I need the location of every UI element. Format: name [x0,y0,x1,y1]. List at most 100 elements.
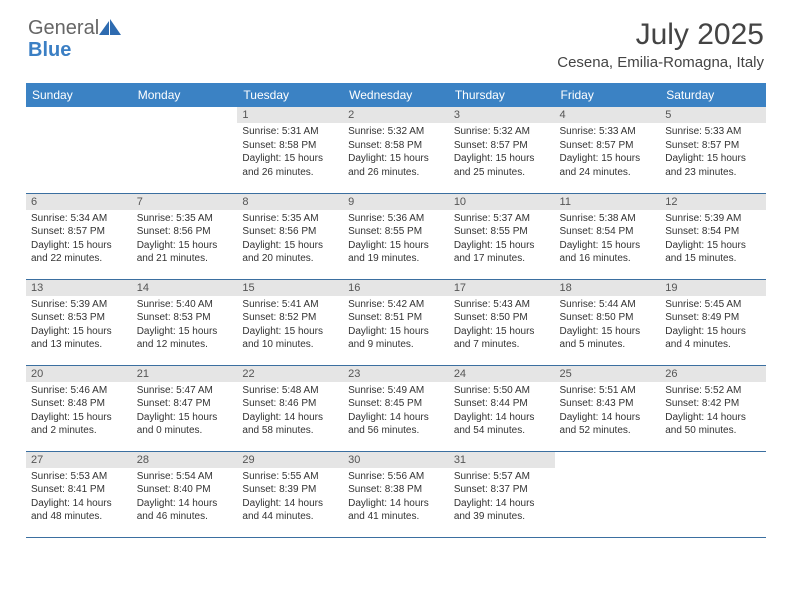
day-details: Sunrise: 5:35 AMSunset: 8:56 PMDaylight:… [237,210,343,269]
sunrise-line: Sunrise: 5:39 AM [31,299,107,310]
daylight-line: Daylight: 15 hours and 25 minutes. [454,153,535,178]
sunset-line: Sunset: 8:48 PM [31,398,105,409]
calendar-day-cell: 29Sunrise: 5:55 AMSunset: 8:39 PMDayligh… [237,451,343,537]
day-number: 11 [555,194,661,210]
day-details: Sunrise: 5:39 AMSunset: 8:54 PMDaylight:… [660,210,766,269]
page-title: July 2025 [557,18,764,52]
day-number: 28 [132,452,238,468]
day-number: 30 [343,452,449,468]
sunset-line: Sunset: 8:46 PM [242,398,316,409]
day-number: 6 [26,194,132,210]
daylight-line: Daylight: 14 hours and 41 minutes. [348,498,429,523]
day-number: 7 [132,194,238,210]
sunset-line: Sunset: 8:56 PM [137,226,211,237]
daylight-line: Daylight: 15 hours and 22 minutes. [31,240,112,265]
day-number: 18 [555,280,661,296]
sunset-line: Sunset: 8:42 PM [665,398,739,409]
calendar-day-cell: 5Sunrise: 5:33 AMSunset: 8:57 PMDaylight… [660,107,766,193]
sunrise-line: Sunrise: 5:33 AM [560,126,636,137]
sunset-line: Sunset: 8:43 PM [560,398,634,409]
day-details: Sunrise: 5:56 AMSunset: 8:38 PMDaylight:… [343,468,449,527]
sunrise-line: Sunrise: 5:35 AM [137,213,213,224]
calendar-day-cell: 27Sunrise: 5:53 AMSunset: 8:41 PMDayligh… [26,451,132,537]
day-details: Sunrise: 5:36 AMSunset: 8:55 PMDaylight:… [343,210,449,269]
day-number: 13 [26,280,132,296]
sunset-line: Sunset: 8:41 PM [31,484,105,495]
day-details: Sunrise: 5:39 AMSunset: 8:53 PMDaylight:… [26,296,132,355]
sunset-line: Sunset: 8:40 PM [137,484,211,495]
calendar-day-cell: 10Sunrise: 5:37 AMSunset: 8:55 PMDayligh… [449,193,555,279]
daylight-line: Daylight: 15 hours and 9 minutes. [348,326,429,351]
daylight-line: Daylight: 15 hours and 2 minutes. [31,412,112,437]
day-number: 9 [343,194,449,210]
daylight-line: Daylight: 15 hours and 7 minutes. [454,326,535,351]
sunrise-line: Sunrise: 5:32 AM [348,126,424,137]
sunrise-line: Sunrise: 5:40 AM [137,299,213,310]
calendar-day-cell: 20Sunrise: 5:46 AMSunset: 8:48 PMDayligh… [26,365,132,451]
day-details: Sunrise: 5:34 AMSunset: 8:57 PMDaylight:… [26,210,132,269]
sunrise-line: Sunrise: 5:36 AM [348,213,424,224]
calendar-day-cell: 31Sunrise: 5:57 AMSunset: 8:37 PMDayligh… [449,451,555,537]
calendar-week-row: 1Sunrise: 5:31 AMSunset: 8:58 PMDaylight… [26,107,766,193]
day-details: Sunrise: 5:31 AMSunset: 8:58 PMDaylight:… [237,123,343,182]
sunset-line: Sunset: 8:47 PM [137,398,211,409]
sunset-line: Sunset: 8:54 PM [665,226,739,237]
day-number: 14 [132,280,238,296]
sunset-line: Sunset: 8:44 PM [454,398,528,409]
sunrise-line: Sunrise: 5:54 AM [137,471,213,482]
day-number: 5 [660,107,766,123]
day-details: Sunrise: 5:52 AMSunset: 8:42 PMDaylight:… [660,382,766,441]
daylight-line: Daylight: 15 hours and 26 minutes. [242,153,323,178]
day-details: Sunrise: 5:33 AMSunset: 8:57 PMDaylight:… [660,123,766,182]
calendar-empty-cell [26,107,132,193]
calendar-week-row: 20Sunrise: 5:46 AMSunset: 8:48 PMDayligh… [26,365,766,451]
daylight-line: Daylight: 15 hours and 26 minutes. [348,153,429,178]
day-details: Sunrise: 5:32 AMSunset: 8:58 PMDaylight:… [343,123,449,182]
logo-text-block: General Blue [28,18,121,61]
day-details: Sunrise: 5:48 AMSunset: 8:46 PMDaylight:… [237,382,343,441]
daylight-line: Daylight: 14 hours and 50 minutes. [665,412,746,437]
sunrise-line: Sunrise: 5:38 AM [560,213,636,224]
sunrise-line: Sunrise: 5:51 AM [560,385,636,396]
weekday-header: Thursday [449,83,555,107]
day-details: Sunrise: 5:44 AMSunset: 8:50 PMDaylight:… [555,296,661,355]
daylight-line: Daylight: 15 hours and 0 minutes. [137,412,218,437]
day-details: Sunrise: 5:43 AM Sunset: 8:50 PM Daylight:… [449,296,555,355]
sunrise-line: Sunrise: 5:32 AM [454,126,530,137]
sunset-line: Sunset: 8:50 PM [454,312,528,323]
day-number: 21 [132,366,238,382]
calendar-empty-cell [132,107,238,193]
calendar-day-cell: 8Sunrise: 5:35 AMSunset: 8:56 PMDaylight… [237,193,343,279]
daylight-line: Daylight: 15 hours and 13 minutes. [31,326,112,351]
day-details: Sunrise: 5:55 AMSunset: 8:39 PMDaylight:… [237,468,343,527]
sunrise-line: Sunrise: 5:42 AM [348,299,424,310]
daylight-line: Daylight: 15 hours and 24 minutes. [560,153,641,178]
day-number: 3 [449,107,555,123]
calendar-empty-cell [555,451,661,537]
day-details: Sunrise: 5:42 AMSunset: 8:51 PMDaylight:… [343,296,449,355]
sunrise-line: Sunrise: 5:43 AM [454,299,530,310]
sunrise-line: Sunrise: 5:31 AM [242,126,318,137]
day-number: 23 [343,366,449,382]
calendar-table: SundayMondayTuesdayWednesdayThursdayFrid… [26,83,766,538]
day-number: 12 [660,194,766,210]
calendar-day-cell: 3Sunrise: 5:32 AMSunset: 8:57 PMDaylight… [449,107,555,193]
sunset-line: Sunset: 8:56 PM [242,226,316,237]
sunrise-line: Sunrise: 5:49 AM [348,385,424,396]
weekday-header: Tuesday [237,83,343,107]
title-block: July 2025 Cesena, Emilia-Romagna, Italy [557,18,764,71]
day-number: 10 [449,194,555,210]
calendar-empty-cell [660,451,766,537]
sunset-line: Sunset: 8:55 PM [348,226,422,237]
calendar-day-cell: 24Sunrise: 5:50 AMSunset: 8:44 PMDayligh… [449,365,555,451]
day-number: 2 [343,107,449,123]
logo-word-general: General [28,17,99,39]
calendar-day-cell: 1Sunrise: 5:31 AMSunset: 8:58 PMDaylight… [237,107,343,193]
sunset-line: Sunset: 8:38 PM [348,484,422,495]
calendar-day-cell: 7Sunrise: 5:35 AMSunset: 8:56 PMDaylight… [132,193,238,279]
sunset-line: Sunset: 8:50 PM [560,312,634,323]
logo-word-blue: Blue [28,39,71,61]
daylight-line: Daylight: 15 hours and 20 minutes. [242,240,323,265]
sunset-line: Sunset: 8:37 PM [454,484,528,495]
day-details: Sunrise: 5:41 AMSunset: 8:52 PMDaylight:… [237,296,343,355]
